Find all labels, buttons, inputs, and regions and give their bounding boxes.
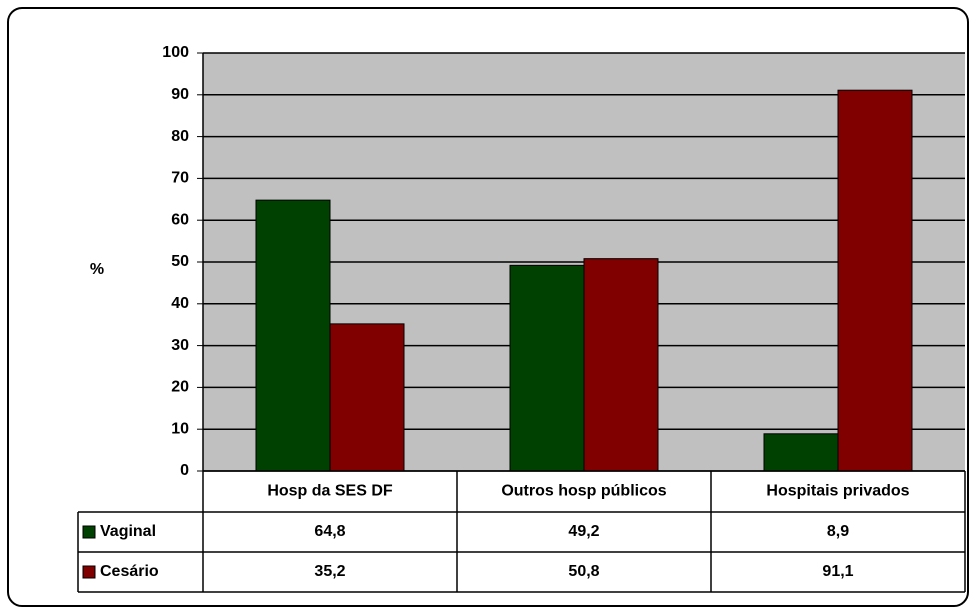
x-tick-label: Hospitais privados xyxy=(766,483,909,500)
y-tick-label: 10 xyxy=(171,420,189,437)
legend-key xyxy=(82,525,96,539)
bar xyxy=(329,323,405,472)
table-value: 35,2 xyxy=(314,563,345,580)
y-tick-label: 30 xyxy=(171,337,189,354)
y-tick-label: 0 xyxy=(180,462,189,479)
y-tick-label: 70 xyxy=(171,170,189,187)
y-tick-label: 50 xyxy=(171,253,189,270)
table-value: 50,8 xyxy=(568,563,599,580)
y-axis-label: % xyxy=(90,261,104,278)
legend-key xyxy=(82,565,96,579)
x-tick-label: Outros hosp públicos xyxy=(501,483,666,500)
legend-label: Cesário xyxy=(100,563,159,580)
bar xyxy=(763,433,839,472)
y-tick-label: 60 xyxy=(171,211,189,228)
table-value: 8,9 xyxy=(827,523,849,540)
x-tick-label: Hosp da SES DF xyxy=(267,483,393,500)
table-value: 49,2 xyxy=(568,523,599,540)
y-tick-label: 20 xyxy=(171,379,189,396)
legend-label: Vaginal xyxy=(100,523,156,540)
bar xyxy=(509,264,585,472)
y-tick-label: 40 xyxy=(171,295,189,312)
y-tick-label: 100 xyxy=(162,44,189,61)
table-value: 91,1 xyxy=(822,563,853,580)
bar xyxy=(255,199,331,472)
bar xyxy=(583,258,659,472)
table-value: 64,8 xyxy=(314,523,345,540)
bar xyxy=(837,89,913,472)
y-tick-label: 90 xyxy=(171,86,189,103)
y-tick-label: 80 xyxy=(171,128,189,145)
